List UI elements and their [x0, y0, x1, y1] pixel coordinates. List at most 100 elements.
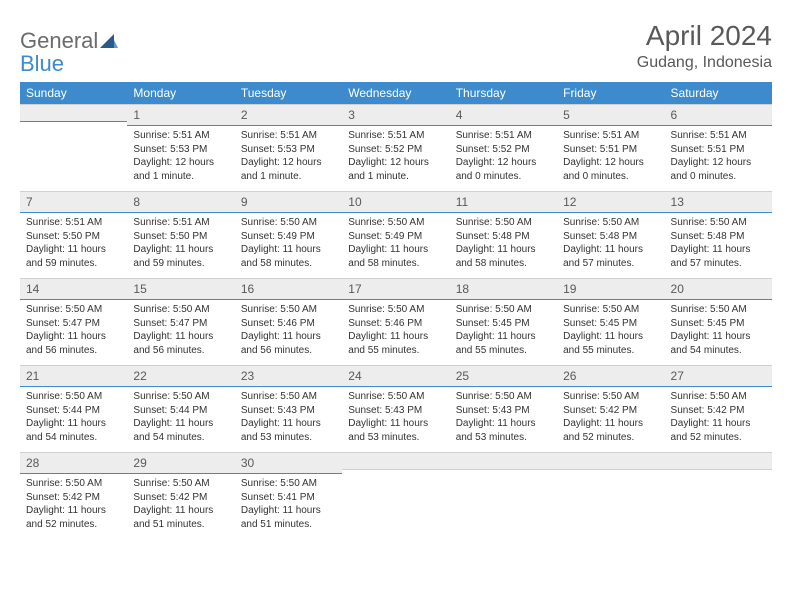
- calendar-cell: 8Sunrise: 5:51 AMSunset: 5:50 PMDaylight…: [127, 191, 234, 278]
- day-number: [20, 104, 127, 122]
- weekday-header: Tuesday: [235, 82, 342, 104]
- day-number: 16: [235, 278, 342, 300]
- day-details: Sunrise: 5:51 AMSunset: 5:52 PMDaylight:…: [450, 126, 557, 191]
- day-details: Sunrise: 5:50 AMSunset: 5:45 PMDaylight:…: [450, 300, 557, 365]
- sail-icon: [100, 35, 118, 52]
- weekday-header: Sunday: [20, 82, 127, 104]
- day-number: 22: [127, 365, 234, 387]
- calendar-cell: 20Sunrise: 5:50 AMSunset: 5:45 PMDayligh…: [665, 278, 772, 365]
- calendar-cell: [450, 452, 557, 539]
- day-details: [665, 470, 772, 528]
- day-number: 20: [665, 278, 772, 300]
- title-block: April 2024 Gudang, Indonesia: [637, 20, 772, 72]
- day-number: 2: [235, 104, 342, 126]
- day-number: 15: [127, 278, 234, 300]
- calendar-cell: [20, 104, 127, 191]
- day-number: 5: [557, 104, 664, 126]
- day-number: 10: [342, 191, 449, 213]
- calendar-cell: 19Sunrise: 5:50 AMSunset: 5:45 PMDayligh…: [557, 278, 664, 365]
- calendar-cell: 13Sunrise: 5:50 AMSunset: 5:48 PMDayligh…: [665, 191, 772, 278]
- day-details: Sunrise: 5:50 AMSunset: 5:43 PMDaylight:…: [342, 387, 449, 452]
- day-details: Sunrise: 5:50 AMSunset: 5:44 PMDaylight:…: [127, 387, 234, 452]
- day-number: [557, 452, 664, 470]
- day-details: Sunrise: 5:50 AMSunset: 5:41 PMDaylight:…: [235, 474, 342, 539]
- calendar-cell: [342, 452, 449, 539]
- day-number: 24: [342, 365, 449, 387]
- calendar-cell: 2Sunrise: 5:51 AMSunset: 5:53 PMDaylight…: [235, 104, 342, 191]
- day-number: 17: [342, 278, 449, 300]
- day-number: 26: [557, 365, 664, 387]
- day-details: Sunrise: 5:50 AMSunset: 5:42 PMDaylight:…: [20, 474, 127, 539]
- calendar-cell: 25Sunrise: 5:50 AMSunset: 5:43 PMDayligh…: [450, 365, 557, 452]
- calendar-cell: [665, 452, 772, 539]
- day-details: Sunrise: 5:51 AMSunset: 5:53 PMDaylight:…: [127, 126, 234, 191]
- day-number: [342, 452, 449, 470]
- day-details: Sunrise: 5:51 AMSunset: 5:52 PMDaylight:…: [342, 126, 449, 191]
- day-details: [20, 122, 127, 180]
- calendar-cell: 22Sunrise: 5:50 AMSunset: 5:44 PMDayligh…: [127, 365, 234, 452]
- day-details: [450, 470, 557, 528]
- day-number: 1: [127, 104, 234, 126]
- weekday-header: Friday: [557, 82, 664, 104]
- day-number: 13: [665, 191, 772, 213]
- calendar-cell: 6Sunrise: 5:51 AMSunset: 5:51 PMDaylight…: [665, 104, 772, 191]
- day-details: Sunrise: 5:50 AMSunset: 5:42 PMDaylight:…: [557, 387, 664, 452]
- day-number: 23: [235, 365, 342, 387]
- day-number: 21: [20, 365, 127, 387]
- day-details: Sunrise: 5:50 AMSunset: 5:44 PMDaylight:…: [20, 387, 127, 452]
- day-details: Sunrise: 5:50 AMSunset: 5:46 PMDaylight:…: [235, 300, 342, 365]
- calendar-week: 21Sunrise: 5:50 AMSunset: 5:44 PMDayligh…: [20, 365, 772, 452]
- day-number: 8: [127, 191, 234, 213]
- calendar-cell: 23Sunrise: 5:50 AMSunset: 5:43 PMDayligh…: [235, 365, 342, 452]
- day-number: 4: [450, 104, 557, 126]
- calendar-cell: 10Sunrise: 5:50 AMSunset: 5:49 PMDayligh…: [342, 191, 449, 278]
- brand-logo: General Blue: [20, 30, 118, 76]
- calendar-cell: 14Sunrise: 5:50 AMSunset: 5:47 PMDayligh…: [20, 278, 127, 365]
- day-details: [342, 470, 449, 528]
- calendar-cell: 4Sunrise: 5:51 AMSunset: 5:52 PMDaylight…: [450, 104, 557, 191]
- brand-part1: General: [20, 28, 98, 53]
- calendar-cell: 17Sunrise: 5:50 AMSunset: 5:46 PMDayligh…: [342, 278, 449, 365]
- calendar-cell: [557, 452, 664, 539]
- calendar-body: 1Sunrise: 5:51 AMSunset: 5:53 PMDaylight…: [20, 104, 772, 539]
- day-number: 29: [127, 452, 234, 474]
- day-details: Sunrise: 5:50 AMSunset: 5:43 PMDaylight:…: [235, 387, 342, 452]
- day-details: [557, 470, 664, 528]
- day-number: 7: [20, 191, 127, 213]
- brand-part2: Blue: [20, 51, 64, 76]
- day-number: 3: [342, 104, 449, 126]
- calendar-cell: 9Sunrise: 5:50 AMSunset: 5:49 PMDaylight…: [235, 191, 342, 278]
- day-number: [450, 452, 557, 470]
- calendar-week: 7Sunrise: 5:51 AMSunset: 5:50 PMDaylight…: [20, 191, 772, 278]
- calendar-cell: 21Sunrise: 5:50 AMSunset: 5:44 PMDayligh…: [20, 365, 127, 452]
- day-details: Sunrise: 5:50 AMSunset: 5:46 PMDaylight:…: [342, 300, 449, 365]
- day-number: [665, 452, 772, 470]
- day-details: Sunrise: 5:51 AMSunset: 5:50 PMDaylight:…: [127, 213, 234, 278]
- calendar-cell: 18Sunrise: 5:50 AMSunset: 5:45 PMDayligh…: [450, 278, 557, 365]
- calendar-table: SundayMondayTuesdayWednesdayThursdayFrid…: [20, 82, 772, 539]
- weekday-header-row: SundayMondayTuesdayWednesdayThursdayFrid…: [20, 82, 772, 104]
- weekday-header: Monday: [127, 82, 234, 104]
- day-details: Sunrise: 5:50 AMSunset: 5:47 PMDaylight:…: [127, 300, 234, 365]
- calendar-week: 1Sunrise: 5:51 AMSunset: 5:53 PMDaylight…: [20, 104, 772, 191]
- calendar-cell: 7Sunrise: 5:51 AMSunset: 5:50 PMDaylight…: [20, 191, 127, 278]
- day-details: Sunrise: 5:50 AMSunset: 5:47 PMDaylight:…: [20, 300, 127, 365]
- day-number: 9: [235, 191, 342, 213]
- calendar-cell: 26Sunrise: 5:50 AMSunset: 5:42 PMDayligh…: [557, 365, 664, 452]
- day-details: Sunrise: 5:50 AMSunset: 5:48 PMDaylight:…: [665, 213, 772, 278]
- calendar-week: 14Sunrise: 5:50 AMSunset: 5:47 PMDayligh…: [20, 278, 772, 365]
- day-number: 28: [20, 452, 127, 474]
- day-details: Sunrise: 5:50 AMSunset: 5:43 PMDaylight:…: [450, 387, 557, 452]
- calendar-cell: 29Sunrise: 5:50 AMSunset: 5:42 PMDayligh…: [127, 452, 234, 539]
- calendar-week: 28Sunrise: 5:50 AMSunset: 5:42 PMDayligh…: [20, 452, 772, 539]
- calendar-cell: 12Sunrise: 5:50 AMSunset: 5:48 PMDayligh…: [557, 191, 664, 278]
- day-details: Sunrise: 5:51 AMSunset: 5:50 PMDaylight:…: [20, 213, 127, 278]
- day-details: Sunrise: 5:51 AMSunset: 5:51 PMDaylight:…: [665, 126, 772, 191]
- day-number: 14: [20, 278, 127, 300]
- day-details: Sunrise: 5:51 AMSunset: 5:53 PMDaylight:…: [235, 126, 342, 191]
- day-details: Sunrise: 5:50 AMSunset: 5:49 PMDaylight:…: [235, 213, 342, 278]
- calendar-cell: 16Sunrise: 5:50 AMSunset: 5:46 PMDayligh…: [235, 278, 342, 365]
- calendar-cell: 3Sunrise: 5:51 AMSunset: 5:52 PMDaylight…: [342, 104, 449, 191]
- location: Gudang, Indonesia: [637, 54, 772, 72]
- month-title: April 2024: [637, 20, 772, 52]
